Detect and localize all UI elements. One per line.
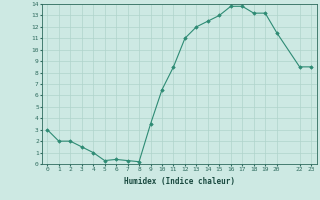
X-axis label: Humidex (Indice chaleur): Humidex (Indice chaleur)	[124, 177, 235, 186]
